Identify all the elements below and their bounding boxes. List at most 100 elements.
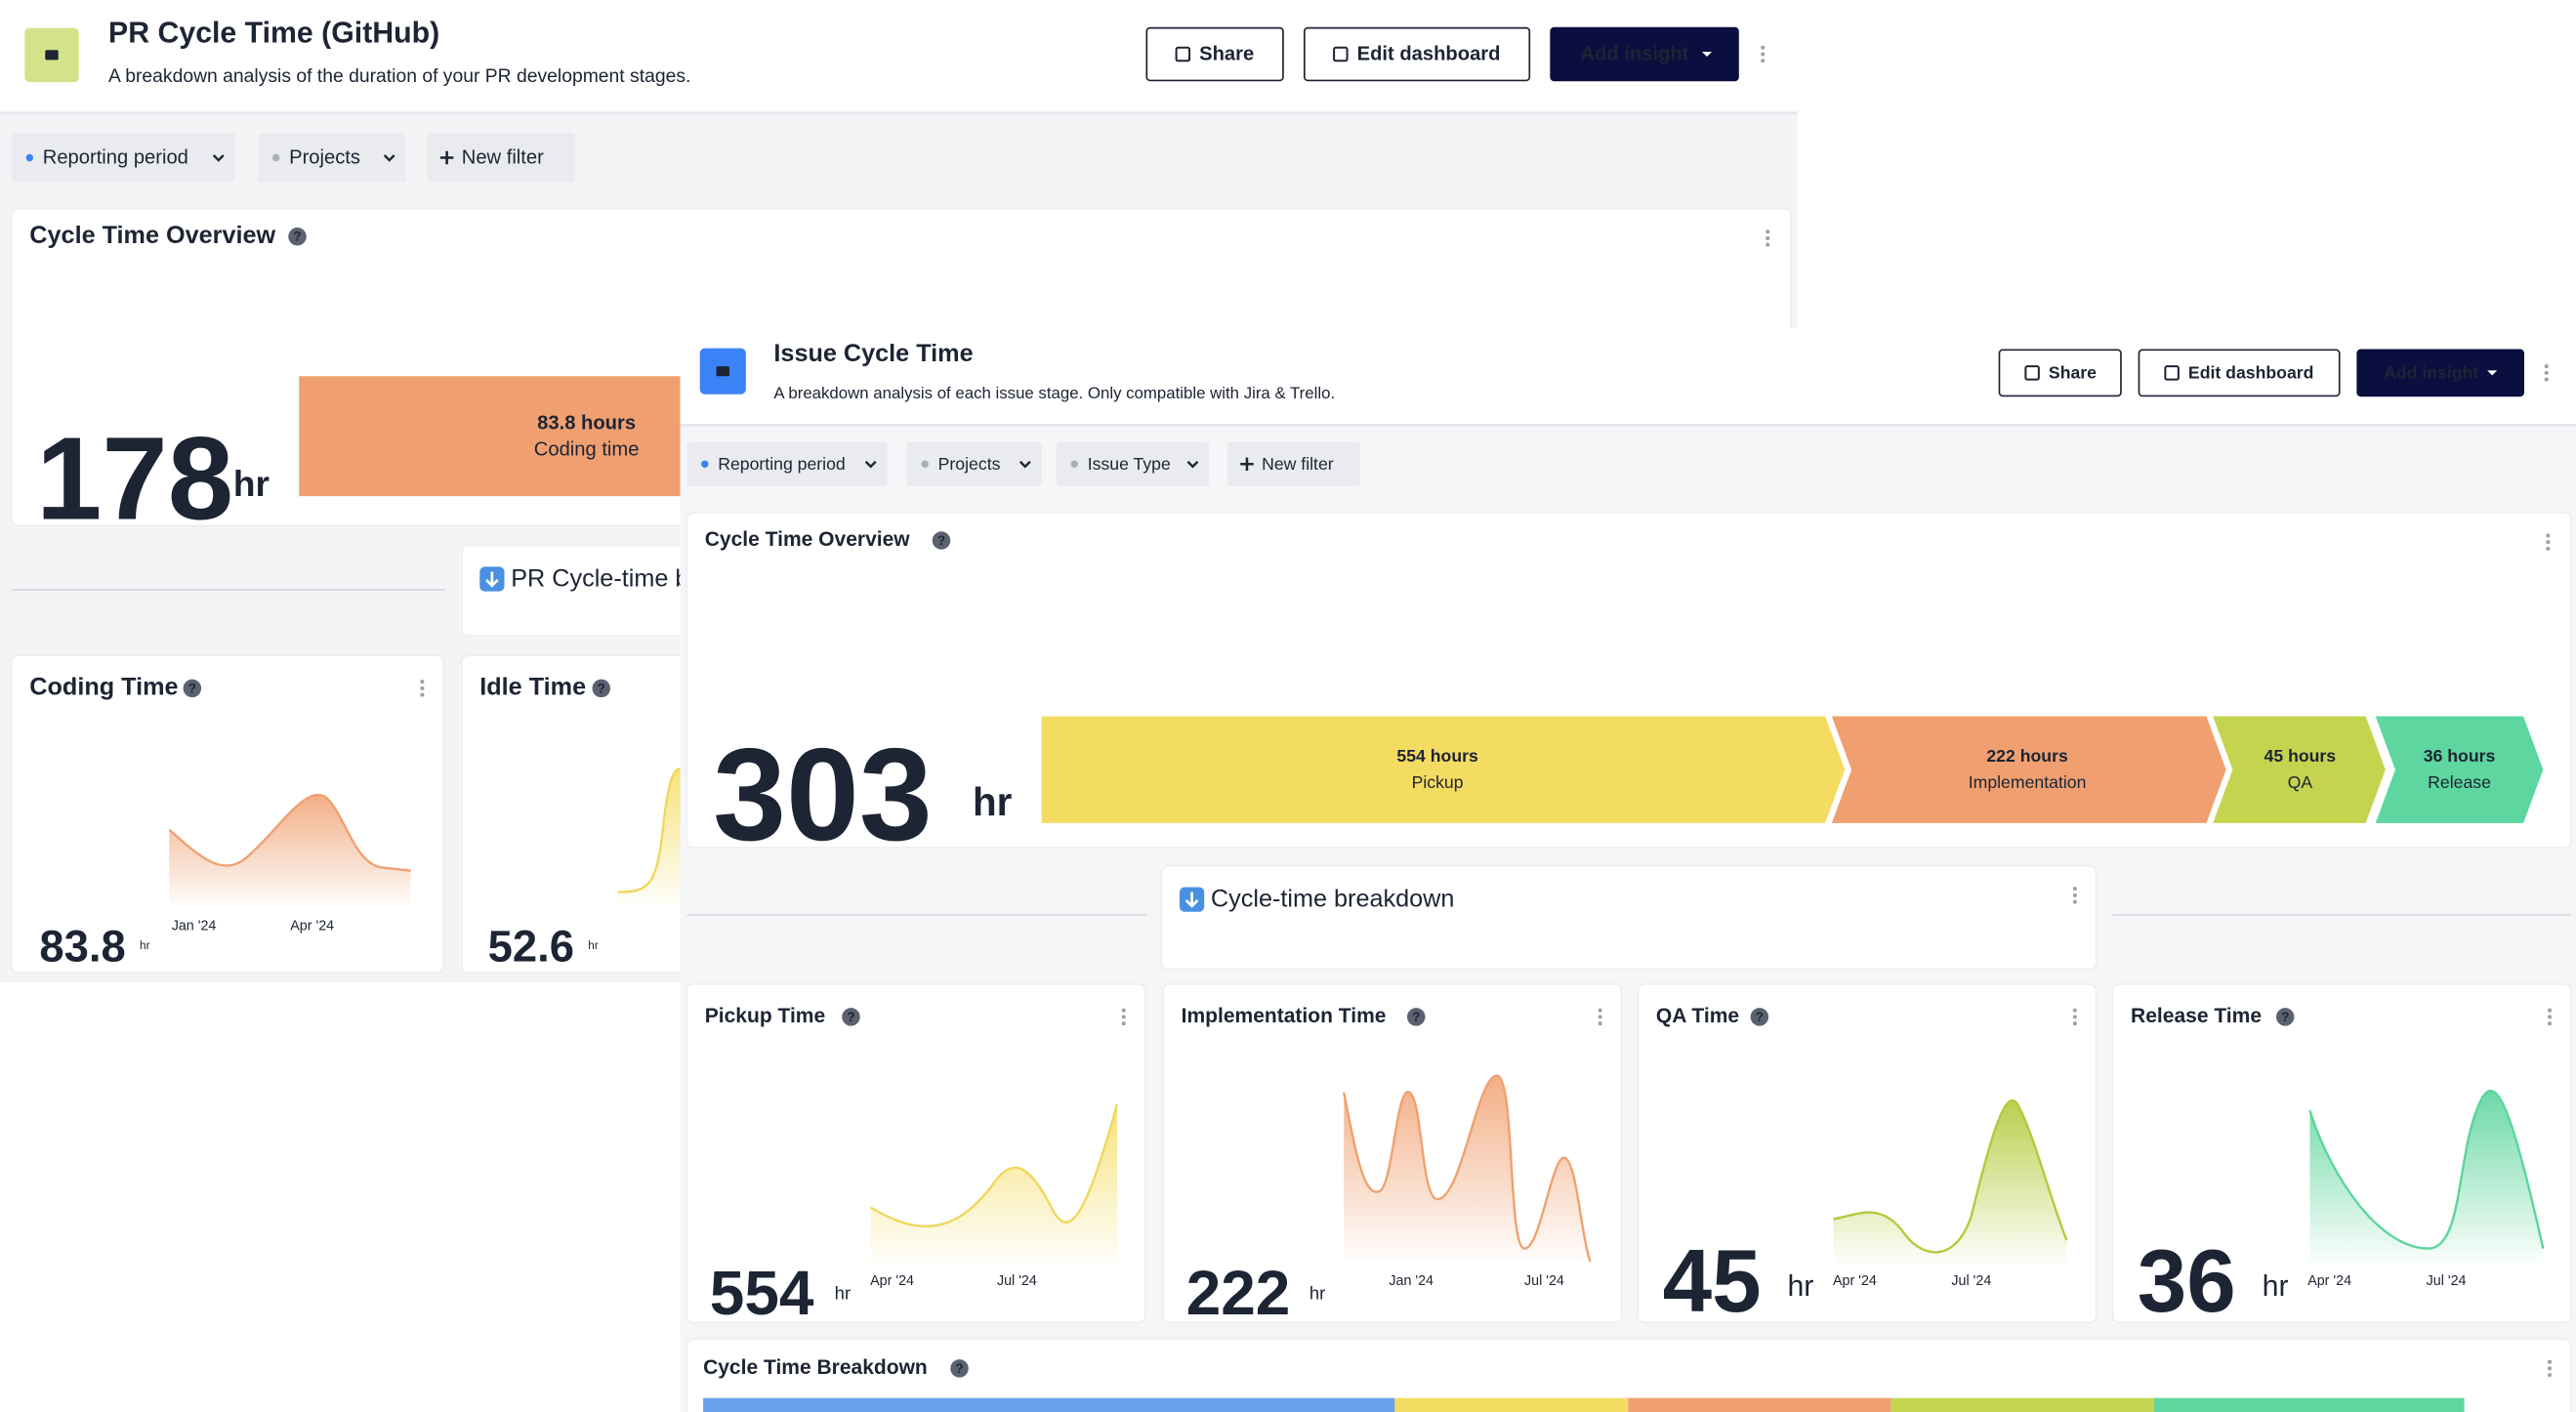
metric-value: 83.8	[39, 921, 125, 971]
filter-chip[interactable]	[427, 133, 575, 183]
menu-dot[interactable]	[2544, 377, 2549, 382]
action-button-label: Edit dashboard	[1357, 44, 1501, 65]
menu-dot[interactable]	[2544, 370, 2549, 375]
stage-hours: 554 hours	[1396, 746, 1478, 766]
menu-dot[interactable]	[420, 680, 425, 685]
filter-dot	[1070, 460, 1078, 468]
breakdown-segment	[703, 1397, 1395, 1412]
sparkline	[870, 1103, 1119, 1227]
menu-dot[interactable]	[1121, 1021, 1126, 1026]
breakdown-segment	[1890, 1397, 2154, 1412]
filter-chip[interactable]	[906, 441, 1042, 486]
filter-chip[interactable]	[686, 441, 888, 486]
menu-dot[interactable]	[2072, 893, 2077, 897]
x-axis-label: Jan '24	[1389, 1273, 1433, 1289]
menu-dot[interactable]	[2548, 1008, 2553, 1013]
chevron	[864, 460, 877, 469]
menu-dot[interactable]	[2548, 1021, 2553, 1026]
menu-dot[interactable]	[1598, 1021, 1602, 1026]
menu-dot[interactable]	[1766, 229, 1770, 234]
filter-dot	[921, 460, 929, 468]
filter-chip[interactable]	[1056, 441, 1210, 486]
menu-dot[interactable]	[420, 692, 425, 697]
x-axis-label: Apr '24	[2307, 1273, 2351, 1289]
menu-dot[interactable]	[2546, 540, 2551, 545]
menu-dot[interactable]	[2546, 546, 2551, 551]
sparkline	[168, 793, 411, 872]
action-button-label: Edit dashboard	[2188, 362, 2314, 382]
menu-dot[interactable]	[1121, 1008, 1126, 1013]
card-title: Implementation Time	[1182, 1005, 1387, 1027]
help-mark: ?	[2281, 1010, 2289, 1024]
sparkline	[1833, 1099, 2068, 1254]
card-title: Cycle Time Breakdown	[703, 1356, 928, 1379]
card-title: Cycle Time Overview	[705, 528, 911, 551]
sparkline-area	[1833, 1100, 2067, 1266]
chevron	[383, 154, 395, 162]
help-mark: ?	[937, 533, 945, 548]
menu-dot[interactable]	[1598, 1015, 1602, 1019]
breakdown-segment	[1628, 1397, 1891, 1412]
menu-dot[interactable]	[1761, 59, 1766, 63]
menu-dot[interactable]	[2548, 1373, 2553, 1378]
action-button[interactable]	[2138, 349, 2341, 397]
menu-dot[interactable]	[1761, 52, 1766, 57]
stage-name: Release	[2428, 772, 2491, 792]
menu-dot[interactable]	[1766, 242, 1770, 247]
menu-dot[interactable]	[420, 685, 425, 690]
filter-label: Reporting period	[43, 147, 188, 169]
metric-unit: hr	[588, 939, 599, 952]
card	[1160, 864, 2098, 971]
help-mark: ?	[955, 1361, 963, 1376]
action-button[interactable]	[1145, 26, 1284, 82]
card-title: Idle Time	[479, 674, 586, 701]
filter-chip[interactable]	[1226, 441, 1361, 486]
filter-chip[interactable]	[258, 133, 406, 183]
action-button[interactable]	[1550, 26, 1739, 82]
dashboard-subtitle: A breakdown analysis of each issue stage…	[773, 384, 1335, 402]
filter-chip[interactable]	[11, 133, 235, 183]
help-icon	[288, 228, 307, 246]
help-mark: ?	[1756, 1010, 1764, 1024]
button-icon	[1333, 46, 1349, 62]
menu-dot[interactable]	[2072, 887, 2077, 892]
menu-dot[interactable]	[2548, 1366, 2553, 1371]
total-value: 303	[713, 721, 933, 868]
menu-dot[interactable]	[2544, 364, 2549, 369]
menu-dot[interactable]	[2072, 899, 2077, 904]
dropdown-caret	[2487, 370, 2498, 376]
menu-dot[interactable]	[2072, 1008, 2077, 1013]
sparkline-area	[2309, 1091, 2544, 1266]
menu-dot[interactable]	[1761, 45, 1766, 50]
action-button[interactable]	[2356, 349, 2524, 397]
total-unit: hr	[973, 779, 1013, 824]
dropdown-caret	[1701, 51, 1713, 58]
stage-bar	[1831, 716, 2226, 823]
x-axis-label: Apr '24	[290, 919, 334, 934]
metric-value: 554	[710, 1258, 814, 1328]
menu-dot[interactable]	[2072, 1015, 2077, 1019]
action-button[interactable]	[1303, 26, 1531, 82]
menu-dot[interactable]	[1766, 235, 1770, 240]
menu-dot[interactable]	[2548, 1359, 2553, 1364]
dashboard-subtitle: A breakdown analysis of the duration of …	[108, 65, 690, 87]
menu-dot[interactable]	[2072, 1021, 2077, 1026]
stage-bar	[2375, 716, 2544, 823]
menu-dot[interactable]	[1598, 1008, 1602, 1013]
menu-dot[interactable]	[2548, 1015, 2553, 1019]
action-button[interactable]	[1998, 349, 2122, 397]
header-shadow	[680, 424, 2576, 427]
help-icon	[2275, 1008, 2295, 1026]
stage-name: Implementation	[1969, 772, 2087, 792]
card-title: Cycle Time Overview	[29, 222, 275, 249]
menu-dot[interactable]	[1121, 1015, 1126, 1019]
filter-label: Projects	[938, 454, 1001, 474]
help-mark: ?	[598, 681, 605, 695]
help-mark: ?	[293, 229, 301, 244]
chevron	[212, 154, 225, 162]
header-shadow	[0, 111, 1798, 114]
menu-dot[interactable]	[2546, 533, 2551, 538]
plus-icon	[1240, 457, 1254, 471]
card-title: Coding Time	[29, 674, 178, 701]
sparkline-area	[617, 768, 681, 907]
